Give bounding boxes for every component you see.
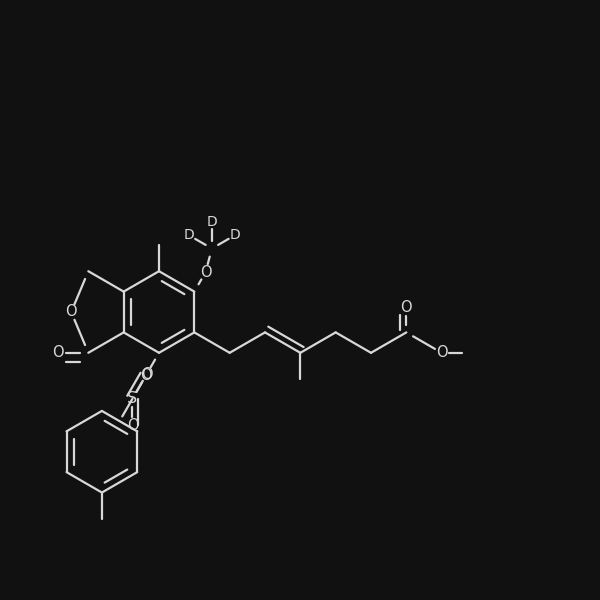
Text: O: O <box>52 346 64 360</box>
Text: S: S <box>127 391 137 406</box>
Text: O: O <box>140 368 152 383</box>
Text: O: O <box>141 367 152 382</box>
Text: O: O <box>436 345 448 360</box>
Text: O: O <box>401 301 412 316</box>
Text: O: O <box>127 418 138 433</box>
Text: D: D <box>229 228 240 242</box>
Text: O: O <box>65 304 77 319</box>
Text: D: D <box>206 215 217 229</box>
Text: D: D <box>184 228 194 242</box>
Text: O: O <box>200 265 211 280</box>
